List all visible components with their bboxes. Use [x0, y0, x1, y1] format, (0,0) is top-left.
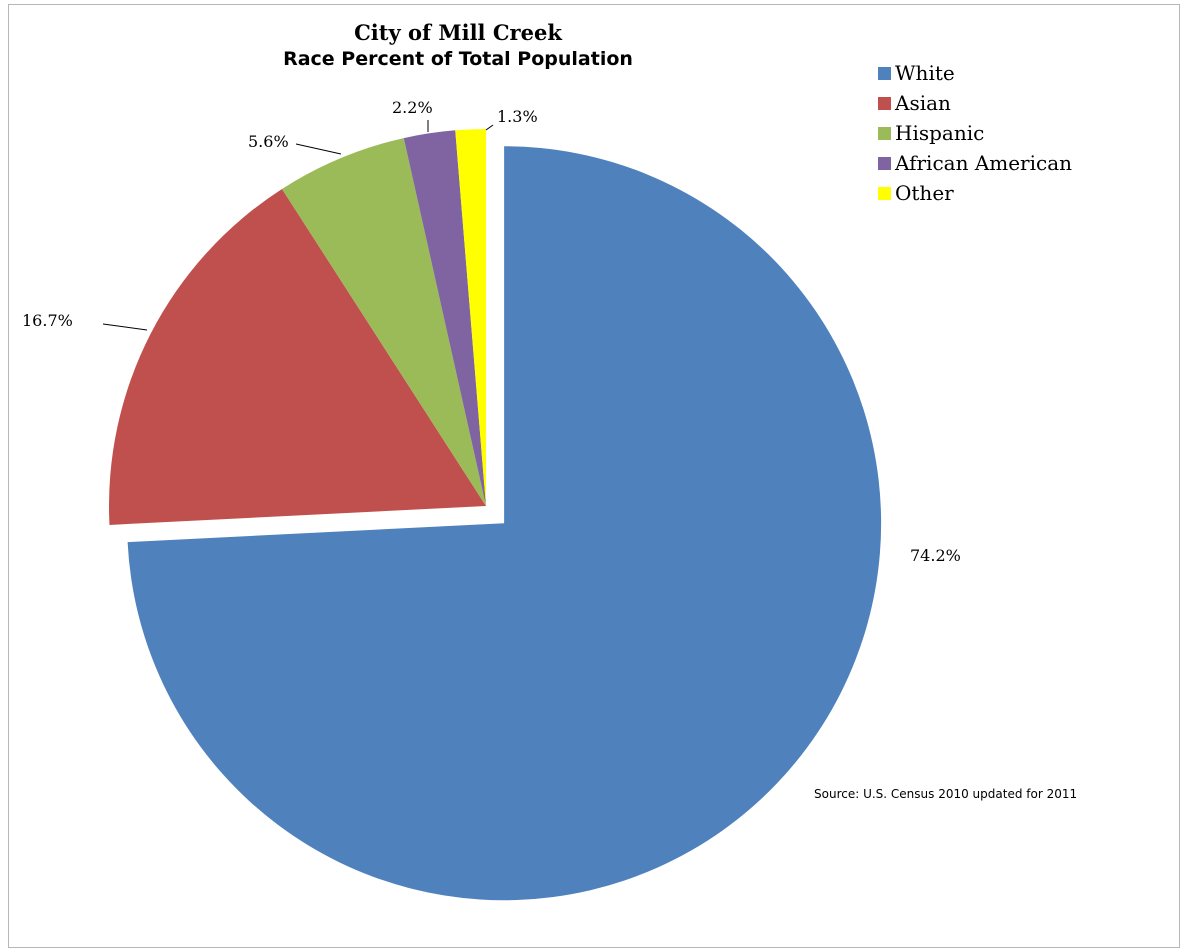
data-label-african-american: 2.2% — [392, 98, 433, 117]
legend-swatch — [878, 126, 891, 140]
chart-legend: White Asian Hispanic African American Other — [878, 58, 1072, 208]
data-label-hispanic: 5.6% — [248, 132, 289, 151]
leader-line-other — [485, 124, 494, 131]
legend-item-white: White — [878, 58, 1072, 88]
pie-slice-african-american — [403, 130, 486, 506]
source-note: Source: U.S. Census 2010 updated for 201… — [814, 787, 1078, 801]
legend-label: Other — [895, 181, 954, 205]
chart-subtitle: Race Percent of Total Population — [283, 48, 633, 70]
pie-slice-other — [455, 129, 486, 506]
legend-label: African American — [895, 151, 1073, 175]
pie-slice-hispanic — [281, 138, 486, 506]
legend-swatch — [878, 96, 891, 110]
legend-swatch — [878, 66, 891, 80]
chart-title-line1: City of Mill Creek — [354, 20, 562, 45]
data-label-asian: 16.7% — [22, 311, 73, 330]
legend-item-asian: Asian — [878, 88, 1072, 118]
leader-line-asian — [102, 323, 148, 331]
pie-slice-asian — [109, 188, 486, 525]
data-label-white: 74.2% — [910, 546, 961, 565]
legend-label: Asian — [895, 91, 951, 115]
legend-item-african-american: African American — [878, 148, 1072, 178]
chart-title: City of Mill Creek Race Percent of Total… — [258, 20, 658, 72]
legend-label: White — [895, 61, 955, 85]
legend-swatch — [878, 156, 891, 170]
legend-label: Hispanic — [895, 121, 985, 145]
data-label-other: 1.3% — [497, 107, 538, 126]
leader-line-hispanic — [295, 143, 342, 155]
pie-slice-white — [127, 146, 882, 901]
legend-swatch — [878, 186, 891, 200]
legend-item-other: Other — [878, 178, 1072, 208]
legend-item-hispanic: Hispanic — [878, 118, 1072, 148]
